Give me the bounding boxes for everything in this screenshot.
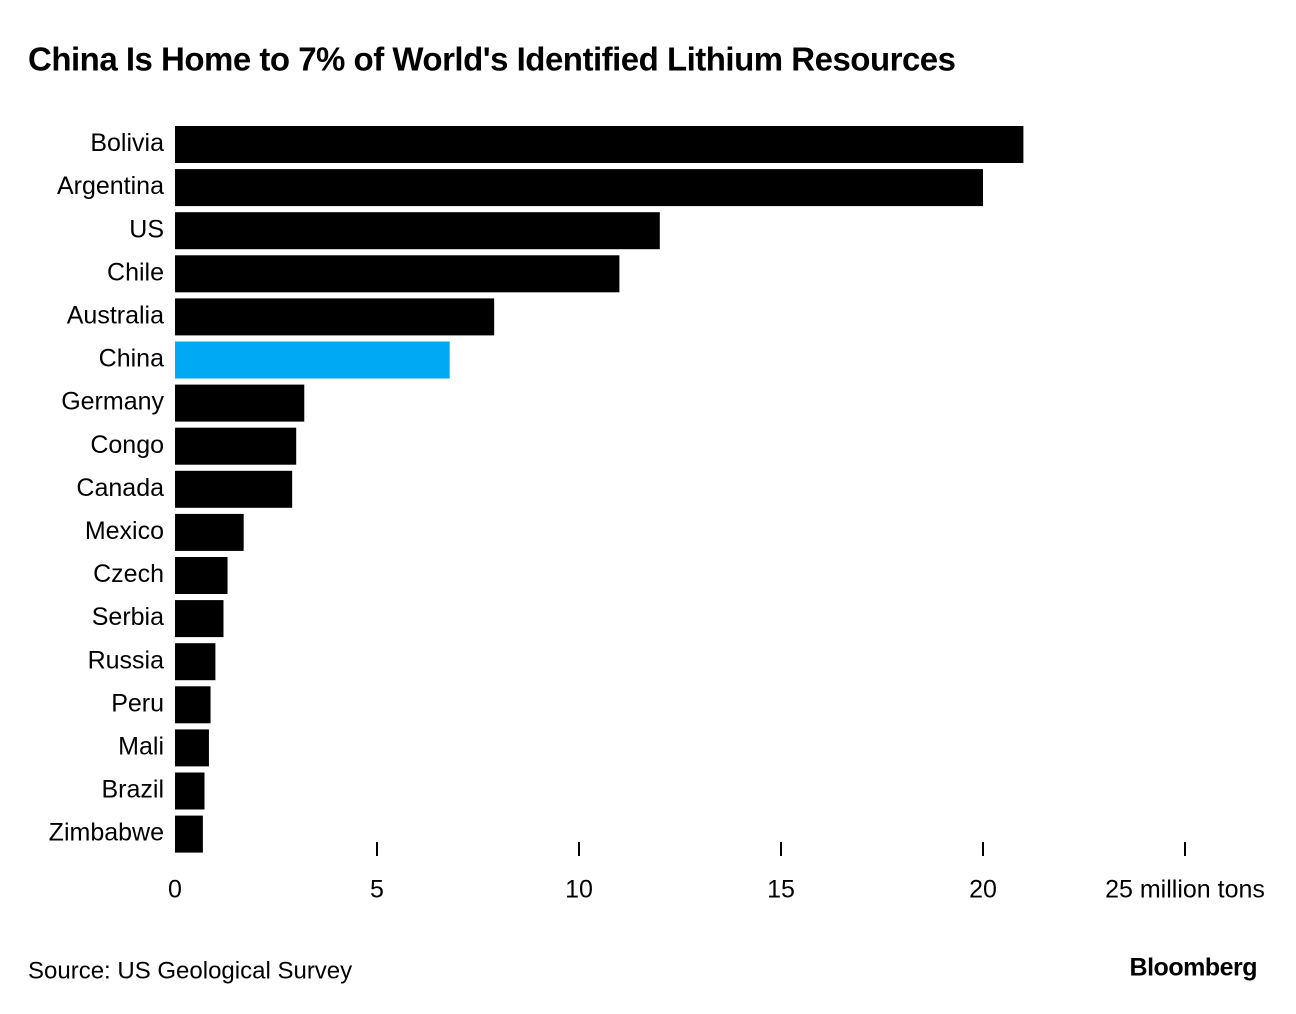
bar [175, 772, 205, 810]
y-tick-label: Australia [67, 302, 164, 330]
bar [175, 729, 209, 767]
bar [175, 643, 216, 681]
y-tick-label: Bolivia [90, 129, 164, 157]
y-tick-label: Brazil [101, 776, 164, 804]
y-tick-label: Mexico [85, 517, 164, 545]
y-tick-label: US [129, 215, 164, 243]
y-tick-label: Mali [118, 733, 164, 761]
x-tick-label: 25 million tons [1105, 876, 1265, 904]
y-tick-label: Chile [107, 258, 164, 286]
y-tick-label: Canada [76, 474, 164, 502]
y-tick-label: Germany [61, 388, 164, 416]
y-tick-label: Zimbabwe [49, 819, 164, 847]
bar [175, 427, 297, 465]
x-tick-label: 15 [767, 876, 795, 904]
x-tick-label: 20 [969, 876, 997, 904]
bar [175, 169, 983, 207]
bar [175, 513, 244, 551]
brand: Bloomberg [1130, 954, 1257, 982]
bar [175, 600, 224, 638]
bar [175, 126, 1024, 163]
y-tick-label: Russia [88, 646, 165, 674]
bar [175, 298, 495, 336]
y-tick-label: China [99, 345, 164, 373]
bar [175, 815, 203, 853]
bar [175, 212, 660, 250]
x-tick-label: 0 [168, 876, 182, 904]
x-tick-label: 5 [370, 876, 384, 904]
bar [175, 255, 620, 293]
source: Source: US Geological Survey [28, 957, 352, 984]
x-tick-label: 10 [565, 876, 593, 904]
y-tick-label: Czech [93, 560, 164, 588]
bar [175, 557, 228, 594]
y-tick-label: Congo [90, 431, 164, 459]
y-tick-label: Peru [111, 689, 164, 717]
bar [175, 341, 450, 379]
bar [175, 470, 293, 508]
y-tick-label: Serbia [92, 603, 164, 631]
bar [175, 384, 305, 422]
y-tick-label: Argentina [57, 172, 164, 200]
chart-title: China Is Home to 7% of World's Identifie… [28, 41, 956, 78]
bar [175, 686, 211, 724]
